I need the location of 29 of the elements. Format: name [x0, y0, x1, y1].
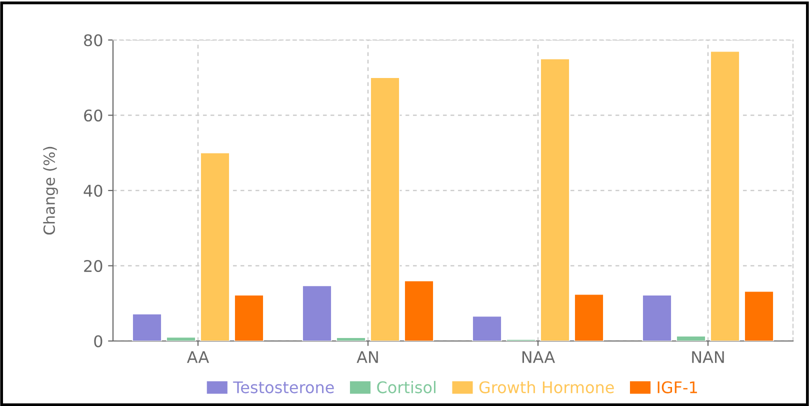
- bar: [642, 294, 672, 341]
- bar: [574, 294, 604, 341]
- bar: [404, 280, 434, 341]
- y-tick-label: 60: [84, 109, 102, 122]
- bar: [370, 77, 400, 341]
- y-axis-title: Change (%): [43, 146, 58, 235]
- bar: [166, 336, 196, 341]
- bar: [302, 285, 332, 341]
- bar: [472, 316, 502, 341]
- bar: [710, 50, 740, 341]
- x-tick-label: AN: [356, 351, 378, 363]
- bar: [234, 294, 264, 341]
- y-tick-label: 0: [94, 335, 102, 348]
- bar: [676, 336, 706, 341]
- legend-label: Growth Hormone: [479, 380, 614, 394]
- x-tick-label: NAA: [522, 351, 555, 363]
- x-tick-label: AA: [186, 351, 210, 363]
- y-tick-label: 40: [84, 184, 102, 197]
- bar: [744, 290, 774, 341]
- bar: [540, 58, 570, 341]
- y-tick-label: 20: [84, 260, 102, 272]
- legend-label: Testosterone: [233, 381, 334, 394]
- legend-label: IGF-1: [658, 381, 697, 394]
- bar: [336, 337, 366, 341]
- bar: [200, 152, 230, 341]
- bar: [132, 313, 162, 341]
- legend-label: Cortisol: [377, 380, 436, 394]
- y-tick-label: 80: [84, 34, 102, 46]
- x-tick-label: NAN: [692, 351, 724, 363]
